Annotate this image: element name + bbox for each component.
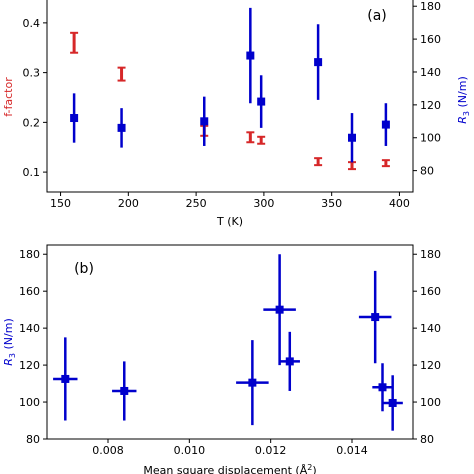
panel-a-right-y-axis-label: R3 (N/m)	[456, 76, 471, 123]
panel-a-label: (a)	[367, 8, 387, 24]
panel-a-x-tick-label-3: 300	[253, 197, 274, 210]
panel-b-left-y-tick-label-3: 140	[19, 322, 40, 335]
panel-b-left-y-axis-label: R3 (N/m)	[2, 318, 17, 365]
panel-a-right-y-tick-label-1: 100	[420, 132, 441, 145]
panel-b-frame	[46, 244, 414, 440]
panel-a-right-y-tick-label-4: 160	[420, 33, 441, 46]
panel-a-left-y-axis-label: f-factor	[2, 77, 15, 117]
panel-a-right-y-ticks: 80 100 120 140 160 180	[413, 0, 441, 178]
msd-point-1	[112, 361, 137, 421]
r3-point-0	[70, 93, 79, 143]
panel-b-left-y-tick-label-2: 120	[19, 359, 40, 372]
panel-b-right-y-tick-label-3: 140	[420, 322, 441, 335]
panel-a-x-tick-label-0: 150	[50, 197, 71, 210]
panel-b-x-tick-label-3: 0.014	[336, 444, 368, 457]
panel-a-x-tick-label-5: 400	[389, 197, 410, 210]
panel-b-left-y-ticks: 80 100 120 140 160 180	[19, 248, 47, 446]
f-factor-point-4	[257, 135, 266, 145]
panel-a-x-ticks: 150 200 250 300 350 400	[50, 192, 410, 210]
panel-a-left-y-ticks: 0.1 0.2 0.3 0.4	[23, 17, 47, 179]
panel-a-r3-marks	[70, 7, 390, 163]
panel-b-x-axis-label: Mean square displacement (Å2)	[143, 463, 316, 474]
r3-point-2	[200, 96, 209, 146]
msd-point-7	[382, 375, 403, 431]
panel-a-x-tick-label-1: 200	[118, 197, 139, 210]
f-factor-point-6	[348, 161, 356, 171]
panel-a-x-tick-label-2: 250	[186, 197, 207, 210]
f-factor-point-3	[246, 131, 255, 144]
msd-point-2	[236, 340, 269, 426]
panel-b-r3-marks	[53, 254, 403, 431]
panel-a-x-tick-label-4: 350	[321, 197, 342, 210]
f-factor-point-0	[70, 31, 79, 54]
r3-point-4	[257, 75, 266, 128]
panel-a-left-y-tick-label-3: 0.4	[23, 17, 41, 30]
panel-b-left-y-tick-label-1: 100	[19, 396, 40, 409]
r3-point-6	[348, 113, 356, 163]
panel-a-left-y-tick-label-2: 0.3	[23, 67, 41, 80]
panel-b-x-tick-label-0: 0.008	[92, 444, 124, 457]
panel-a-f-factor-marks	[70, 31, 390, 171]
panel-b-right-y-tick-label-2: 120	[420, 359, 441, 372]
panel-b-x-tick-label-1: 0.010	[174, 444, 206, 457]
panel-a-right-y-tick-label-0: 80	[420, 165, 434, 178]
panel-b-x-ticks: 0.008 0.010 0.012 0.014	[92, 439, 368, 457]
panel-b-right-y-tick-label-5: 180	[420, 248, 441, 261]
panel-a-frame	[46, 0, 414, 193]
panel-b-right-y-ticks: 80 100 120 140 160 180	[413, 248, 441, 446]
msd-point-5	[358, 270, 392, 364]
panel-b-x-tick-label-2: 0.012	[255, 444, 287, 457]
panel-b-label: (b)	[74, 261, 94, 277]
panel-b-right-y-tick-label-0: 80	[420, 433, 434, 446]
msd-point-0	[53, 337, 78, 421]
panel-a-x-axis-label: T (K)	[216, 215, 243, 228]
panel-b-right-y-tick-label-1: 100	[420, 396, 441, 409]
panel-b-right-y-tick-label-4: 160	[420, 285, 441, 298]
panel-a-right-y-tick-label-5: 180	[420, 0, 441, 13]
panel-b-left-y-tick-label-5: 180	[19, 248, 40, 261]
panel-a: 150 200 250 300 350 400 0.1 0.2 0.3 0.4 80 100 120…	[2, 0, 471, 228]
msd-point-4	[279, 331, 300, 391]
panel-a-right-y-tick-label-2: 120	[420, 99, 441, 112]
panel-b-left-y-tick-label-0: 80	[26, 433, 40, 446]
f-factor-point-7	[381, 159, 390, 168]
r3-point-1	[117, 108, 126, 148]
panel-b: 0.008 0.010 0.012 0.014 80 100 120 140 160 180 8…	[2, 244, 441, 474]
panel-b-left-y-tick-label-4: 160	[19, 285, 40, 298]
panel-a-right-y-tick-label-3: 140	[420, 66, 441, 79]
panel-a-left-y-tick-label-1: 0.2	[23, 116, 41, 129]
f-factor-point-1	[117, 66, 126, 82]
panel-a-left-y-tick-label-0: 0.1	[23, 166, 41, 179]
msd-point-3	[263, 254, 296, 366]
f-factor-point-5	[314, 157, 323, 167]
r3-point-3	[246, 7, 255, 104]
r3-point-7	[381, 103, 390, 146]
r3-point-5	[314, 24, 323, 100]
